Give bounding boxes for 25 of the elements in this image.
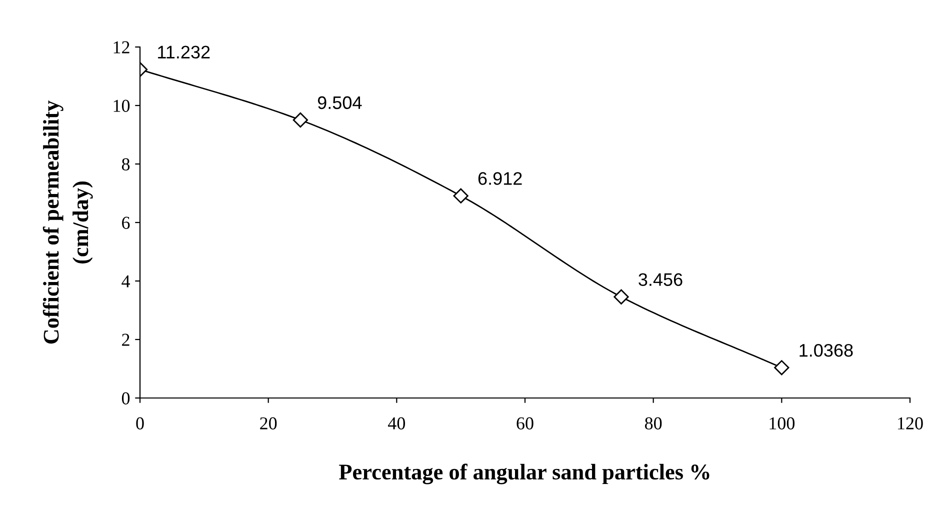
data-label: 3.456 [638,273,682,286]
y-tick-label: 6 [122,216,130,229]
point [614,289,629,304]
y-tick-label: 2 [122,334,130,346]
x-tick-label: 80 [644,417,662,430]
x-tick-label: 40 [388,417,406,430]
point [453,188,468,204]
y-axis-title: Cofficient of permeability (cm/day) [42,100,93,344]
y-tick-label: 0 [122,392,130,404]
x-axis-title: Percentage of angular sand particles % [339,464,710,484]
x-tick-label: 0 [136,417,144,430]
y-tick-label: 12 [114,41,130,54]
point [292,112,308,128]
x-tick-label: 100 [770,417,795,430]
y-tick-label: 4 [122,275,130,288]
data-label: 1.0368 [800,344,853,357]
y-tick-label: 8 [122,158,130,170]
data-label: 9.504 [318,96,362,110]
x-tick-label: 60 [516,417,534,430]
data-label: 6.912 [478,172,522,185]
data-label: 11.232 [158,46,210,59]
point [774,360,790,376]
y-tick-label: 10 [114,100,130,112]
x-tick-label: 20 [260,417,277,430]
x-tick-label: 120 [898,417,923,430]
